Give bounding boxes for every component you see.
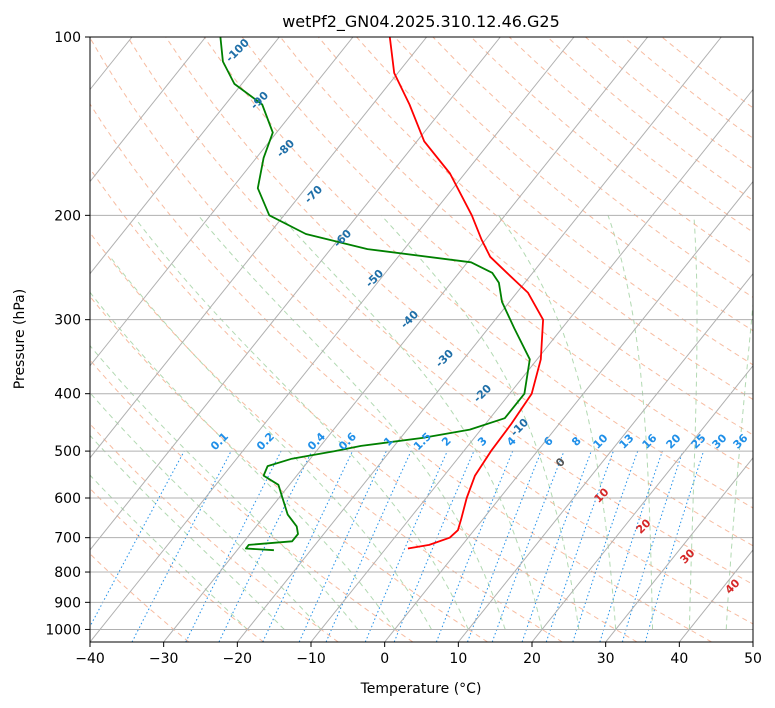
plot-frame (89, 36, 754, 643)
y-axis-label: Pressure (hPa) (12, 289, 28, 389)
isotherm-30 (605, 457, 753, 642)
moist-adiabat (607, 215, 653, 630)
mixing-line (364, 450, 448, 642)
isotherm--10 (310, 88, 753, 642)
series-lines (219, 37, 544, 552)
x-tick-label: 10 (449, 651, 467, 667)
x-tick-label: 20 (523, 651, 541, 667)
mixing-line (521, 450, 592, 642)
dry-adiabat (90, 553, 190, 642)
isotherm-50 (752, 641, 753, 642)
y-tick-label: 1000 (45, 622, 81, 638)
y-tick-label: 600 (54, 491, 81, 507)
isotherm--60 (90, 37, 428, 459)
isotherm--80 (90, 37, 280, 275)
dry-adiabat (279, 37, 753, 436)
dry-adiabat (127, 37, 753, 586)
x-tick-label: −40 (75, 651, 105, 667)
isotherm--30 (163, 37, 649, 642)
moist-adiabat (137, 221, 469, 630)
mixing-line (491, 450, 565, 642)
y-tick-label: 400 (54, 387, 81, 403)
x-axis-label: Temperature (°C) (360, 681, 482, 697)
isotherm-20 (531, 364, 753, 642)
mixing-line (325, 450, 412, 642)
mixing-line (621, 450, 684, 642)
mixing-line (435, 450, 514, 642)
moist-adiabat (498, 215, 617, 630)
y-tick-label: 900 (54, 595, 81, 611)
isotherm--70 (90, 37, 354, 367)
moist-adiabat (90, 392, 322, 630)
x-tick-label: −20 (223, 651, 253, 667)
moist-adiabat (688, 215, 698, 630)
y-tick-label: 700 (54, 531, 81, 547)
dry-adiabat (90, 487, 264, 642)
isobars (90, 37, 753, 630)
dry-adiabat (90, 231, 563, 642)
chart-title: wetPf2_GN04.2025.310.12.46.G25 (282, 12, 560, 32)
mixing-line (467, 450, 542, 642)
x-tick-label: 30 (597, 651, 615, 667)
dry-adiabat (90, 103, 712, 642)
y-tick-label: 500 (54, 444, 81, 460)
dry-adiabat (90, 295, 488, 642)
dry-adiabat (90, 37, 753, 625)
mixing-line (185, 450, 282, 642)
isotherm--110 (0, 37, 58, 642)
isotherm-0 (384, 180, 753, 642)
skewed-isotherms (0, 37, 753, 642)
y-tick-label: 800 (54, 565, 81, 581)
y-tick-label: 200 (54, 208, 81, 224)
mixing-line (572, 450, 639, 642)
y-tick-label: 300 (54, 313, 81, 329)
x-tick-label: 50 (744, 651, 762, 667)
dry-adiabat (90, 167, 638, 642)
isotherm-10 (457, 272, 753, 642)
dry-adiabat (203, 37, 753, 509)
y-axis: 100 200 300 400 500 600 700 800 900 1000 (45, 30, 90, 638)
moist-adiabat (725, 299, 753, 630)
x-tick-label: −30 (149, 651, 179, 667)
temperature-profile (388, 37, 544, 550)
x-tick-label: 0 (380, 651, 389, 667)
dry-adiabat (318, 37, 753, 401)
moist-adiabat (90, 474, 248, 630)
isotherm--40 (90, 37, 575, 642)
moist-adiabat (109, 256, 432, 630)
x-tick-label: −10 (296, 651, 326, 667)
y-tick-label: 100 (54, 30, 81, 46)
dewpoint-profile (219, 37, 531, 552)
dry-adiabat (394, 37, 753, 332)
isotherm--50 (90, 37, 501, 551)
mixing-line (90, 450, 185, 628)
moist-adiabat (90, 291, 396, 630)
x-axis: −40 −30 −20 −10 0 10 20 30 40 50 (75, 642, 762, 667)
isotherm--20 (236, 37, 722, 642)
mixing-line (545, 450, 614, 642)
moist-adiabat (380, 214, 580, 630)
plot-background (90, 37, 753, 642)
isotherm--90 (90, 37, 207, 183)
x-tick-label: 40 (670, 651, 688, 667)
mixing-line (599, 450, 663, 642)
